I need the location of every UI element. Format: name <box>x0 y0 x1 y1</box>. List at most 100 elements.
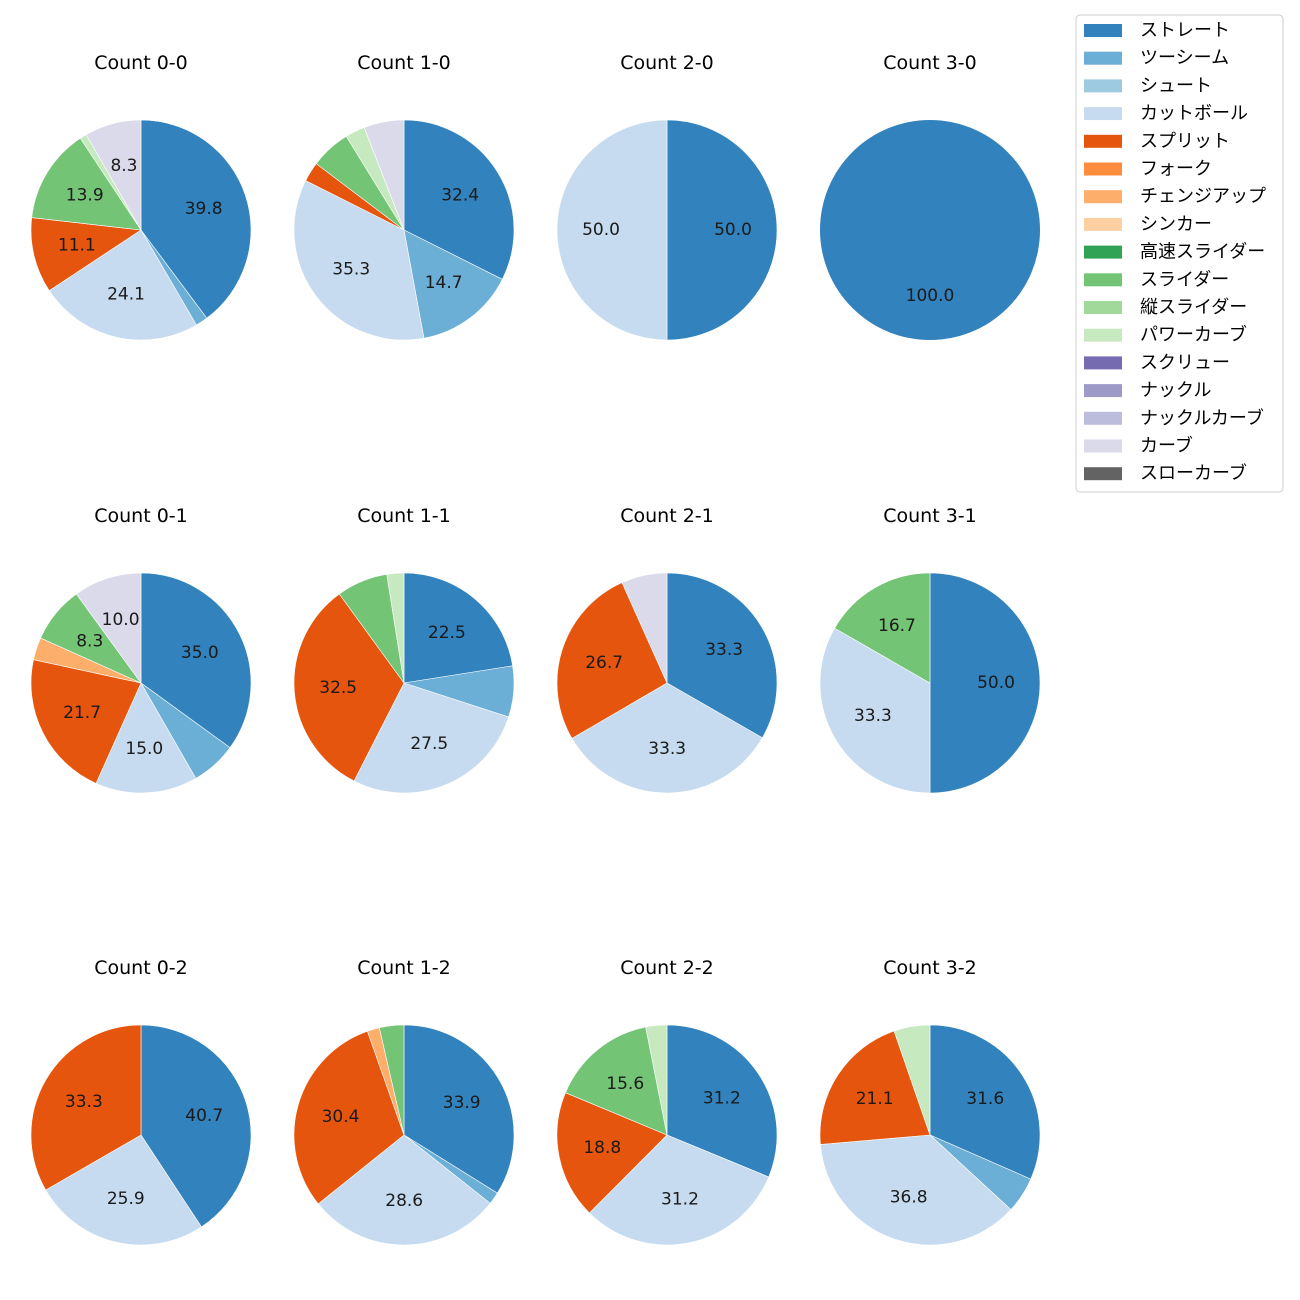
pie-slice-2 <box>353 682 509 794</box>
legend-label: スクリュー <box>1140 352 1230 373</box>
legend-entry: ナックルカーブ <box>1084 407 1264 429</box>
pie-slice-0 <box>820 120 1040 340</box>
pie-slice-2 <box>293 180 425 341</box>
pie-slice-3 <box>621 572 668 684</box>
legend-entry: ツーシーム <box>1084 48 1229 69</box>
pie-slice-6 <box>363 119 405 231</box>
pie-slice-label: 22.5 <box>428 623 466 643</box>
pie-slice-label: 33.3 <box>648 739 686 759</box>
pie-slice-2 <box>556 582 668 739</box>
pie-slice-0 <box>140 119 252 319</box>
pie-slice-label: 33.9 <box>443 1093 481 1113</box>
pie-slice-0 <box>666 1024 778 1178</box>
pie-slice-label: 35.3 <box>332 260 370 280</box>
pie-slice-label: 32.4 <box>441 185 479 205</box>
legend-entry: シュート <box>1084 75 1212 96</box>
legend-swatch <box>1084 467 1122 481</box>
legend-label: ストレート <box>1140 20 1230 41</box>
pie-slice-label: 28.6 <box>385 1191 423 1211</box>
pie-slice-3 <box>565 1026 668 1136</box>
pie-slice-4 <box>645 1024 668 1136</box>
legend-label: ツーシーム <box>1140 48 1229 69</box>
pie-slice-label: 31.6 <box>966 1089 1004 1109</box>
pie-slice-label: 50.0 <box>977 673 1015 693</box>
legend-label: ナックルカーブ <box>1140 407 1264 429</box>
pie-slice-label: 50.0 <box>582 220 620 240</box>
legend-swatch <box>1084 79 1122 93</box>
pie-count-0-2: Count 0-2 40.7 25.9 33.3 <box>30 957 252 1246</box>
legend-entry: カーブ <box>1084 435 1193 457</box>
pie-count-2-0: Count 2-0 50.0 50.0 <box>556 52 778 341</box>
pie-title: Count 0-1 <box>94 505 188 527</box>
pie-count-1-0: Count 1-0 32.4 14.7 35.3 <box>293 52 515 341</box>
pie-slice-label: 15.6 <box>606 1074 644 1094</box>
pie-slice-6 <box>75 572 142 684</box>
pie-title: Count 3-0 <box>883 52 977 74</box>
legend-swatch <box>1084 328 1122 342</box>
legend-swatch <box>1084 217 1122 231</box>
pie-slice-1 <box>45 1134 202 1246</box>
legend-swatch <box>1084 24 1122 37</box>
pies-layer: Count 0-0 39.8 24.1 11.1 13.9 8.3 Count 1-0 32.… <box>30 52 1041 1246</box>
legend-entry: ナックル <box>1084 380 1211 401</box>
pie-title: Count 1-0 <box>357 52 451 74</box>
legend-label: スローカーブ <box>1140 462 1247 484</box>
pie-slice-label: 8.3 <box>76 631 103 651</box>
pie-title: Count 2-0 <box>620 52 714 74</box>
pie-slice-label: 13.9 <box>66 186 104 206</box>
legend: ストレートツーシームシュートカットボールスプリットフォークチェンジアップシンカー… <box>1075 14 1284 493</box>
pie-slice-label: 39.8 <box>185 199 223 219</box>
pie-slice-2 <box>48 229 197 341</box>
pie-slice-3 <box>30 217 142 292</box>
pie-slice-2 <box>317 1134 491 1246</box>
pie-slice-label: 27.5 <box>410 734 448 754</box>
legend-label: シンカー <box>1140 214 1212 235</box>
pie-slice-label: 21.7 <box>63 703 101 723</box>
legend-swatch <box>1084 411 1122 425</box>
pie-slice-5 <box>386 572 405 684</box>
legend-swatch <box>1084 245 1122 259</box>
pie-slice-2 <box>820 1134 1012 1246</box>
legend-swatch <box>1084 51 1122 65</box>
pie-slice-1 <box>556 119 668 341</box>
pie-title: Count 0-2 <box>94 957 188 979</box>
pie-count-1-2: Count 1-2 33.9 28.6 30.4 <box>293 957 515 1246</box>
legend-entry: スローカーブ <box>1084 462 1247 484</box>
pie-count-0-1: Count 0-1 35.0 15.0 21.7 8.310.0 <box>30 505 252 794</box>
pie-count-3-0: Count 3-0 100.0 <box>820 52 1040 340</box>
legend-frame <box>1075 14 1284 493</box>
pie-slice-label: 40.7 <box>185 1106 223 1126</box>
pie-slice-label: 11.1 <box>58 235 96 255</box>
pie-title: Count 0-0 <box>94 52 188 74</box>
pie-slice-2 <box>30 1024 142 1191</box>
pie-slice-label: 18.8 <box>583 1138 621 1158</box>
pie-slice-3 <box>293 593 405 782</box>
pie-slice-1 <box>403 229 503 339</box>
pie-slice-0 <box>403 119 515 280</box>
legend-label: シュート <box>1140 75 1212 96</box>
pie-slice-label: 24.1 <box>107 284 145 304</box>
pie-slice-label: 14.7 <box>425 273 463 293</box>
legend-swatch <box>1084 162 1122 176</box>
pie-slice-label: 33.3 <box>65 1092 103 1112</box>
legend-swatch <box>1084 190 1122 204</box>
pie-title: Count 1-1 <box>357 505 451 527</box>
legend-swatch <box>1084 273 1122 287</box>
pie-slice-label: 31.2 <box>703 1088 741 1108</box>
pie-slice-6 <box>85 119 142 232</box>
pie-title: Count 3-2 <box>883 957 977 979</box>
pie-slice-label: 32.5 <box>319 678 357 698</box>
legend-entry: スクリュー <box>1084 352 1230 373</box>
pie-slice-2 <box>95 682 197 794</box>
pie-slice-label: 8.3 <box>110 156 137 176</box>
pie-count-3-2: Count 3-2 31.6 36.8 21.1 <box>819 957 1041 1246</box>
legend-swatch <box>1084 356 1122 370</box>
legend-label: パワーカーブ <box>1140 324 1247 346</box>
pie-slice-4 <box>893 1024 931 1136</box>
pie-slice-0 <box>403 572 513 684</box>
pie-count-1-1: Count 1-1 22.5 27.5 32.5 <box>293 505 515 794</box>
legend-entry: パワーカーブ <box>1084 324 1247 346</box>
pie-slice-label: 21.1 <box>856 1089 894 1109</box>
pie-slice-label: 100.0 <box>906 286 955 306</box>
legend-label: フォーク <box>1140 159 1212 180</box>
